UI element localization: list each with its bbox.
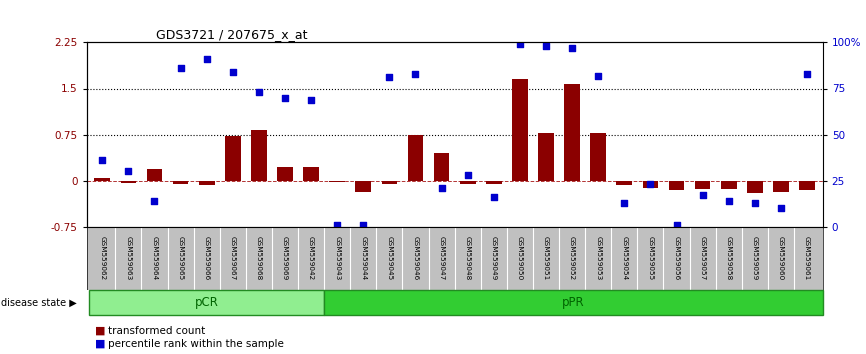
Bar: [773, 181, 789, 192]
Point: [721, 198, 735, 204]
Point: [383, 75, 397, 80]
Text: GSM559049: GSM559049: [491, 236, 497, 280]
Bar: [721, 181, 737, 189]
Point: [252, 89, 266, 95]
Text: GSM559050: GSM559050: [517, 236, 523, 280]
Bar: [324, 290, 823, 315]
Text: GSM559042: GSM559042: [308, 236, 314, 280]
Text: GSM559058: GSM559058: [726, 236, 732, 280]
Text: ■: ■: [95, 326, 106, 336]
Text: GSM559048: GSM559048: [465, 236, 471, 280]
Bar: [199, 181, 215, 185]
Bar: [303, 167, 319, 181]
Text: percentile rank within the sample: percentile rank within the sample: [108, 339, 284, 349]
Point: [174, 65, 188, 71]
Bar: [408, 135, 423, 181]
Bar: [434, 153, 449, 181]
Bar: [538, 133, 554, 181]
Point: [95, 158, 109, 163]
Point: [591, 73, 605, 79]
Text: GSM559067: GSM559067: [229, 236, 236, 280]
Point: [330, 222, 344, 228]
Bar: [329, 181, 345, 182]
Bar: [89, 290, 324, 315]
Text: GSM559066: GSM559066: [204, 236, 210, 280]
Bar: [120, 181, 136, 183]
Point: [774, 205, 788, 211]
Bar: [382, 181, 397, 184]
Text: GSM559056: GSM559056: [674, 236, 680, 280]
Point: [357, 222, 371, 228]
Point: [565, 45, 579, 51]
Text: GSM559061: GSM559061: [804, 236, 810, 280]
Point: [487, 194, 501, 200]
Text: GSM559046: GSM559046: [412, 236, 418, 280]
Text: ■: ■: [95, 339, 106, 349]
Point: [461, 172, 475, 178]
Bar: [747, 181, 763, 193]
Point: [435, 185, 449, 191]
Bar: [251, 130, 267, 181]
Bar: [225, 136, 241, 181]
Bar: [172, 181, 189, 184]
Text: GSM559047: GSM559047: [438, 236, 444, 280]
Text: GSM559051: GSM559051: [543, 236, 549, 280]
Point: [121, 169, 135, 174]
Point: [748, 200, 762, 205]
Text: GSM559064: GSM559064: [152, 236, 158, 280]
Point: [226, 69, 240, 75]
Bar: [669, 181, 684, 190]
Point: [669, 222, 683, 228]
Text: GSM559054: GSM559054: [621, 236, 627, 280]
Bar: [617, 181, 632, 185]
Text: transformed count: transformed count: [108, 326, 205, 336]
Bar: [591, 133, 606, 181]
Text: GSM559044: GSM559044: [360, 236, 366, 280]
Text: disease state ▶: disease state ▶: [1, 298, 76, 308]
Text: GSM559053: GSM559053: [595, 236, 601, 280]
Bar: [643, 181, 658, 188]
Text: GSM559068: GSM559068: [255, 236, 262, 280]
Text: GSM559045: GSM559045: [386, 236, 392, 280]
Text: GSM559063: GSM559063: [126, 236, 132, 280]
Point: [304, 97, 318, 102]
Point: [643, 181, 657, 187]
Text: GSM559057: GSM559057: [700, 236, 706, 280]
Bar: [512, 79, 527, 181]
Bar: [355, 181, 372, 192]
Text: pPR: pPR: [562, 296, 585, 309]
Point: [409, 71, 423, 76]
Bar: [460, 181, 475, 184]
Text: GSM559055: GSM559055: [648, 236, 654, 280]
Bar: [695, 181, 710, 189]
Text: GSM559059: GSM559059: [752, 236, 758, 280]
Point: [695, 193, 709, 198]
Text: GSM559060: GSM559060: [778, 236, 784, 280]
Point: [513, 41, 527, 47]
Text: GSM559069: GSM559069: [282, 236, 288, 280]
Bar: [146, 170, 162, 181]
Text: GSM559043: GSM559043: [334, 236, 340, 280]
Text: pCR: pCR: [195, 296, 218, 309]
Bar: [94, 178, 110, 181]
Text: GSM559052: GSM559052: [569, 236, 575, 280]
Bar: [486, 181, 501, 184]
Point: [278, 95, 292, 101]
Bar: [277, 167, 293, 181]
Point: [200, 56, 214, 62]
Text: GDS3721 / 207675_x_at: GDS3721 / 207675_x_at: [156, 28, 307, 41]
Point: [539, 43, 553, 49]
Bar: [565, 84, 580, 181]
Bar: [799, 181, 815, 190]
Point: [147, 198, 161, 204]
Point: [800, 71, 814, 76]
Text: GSM559065: GSM559065: [178, 236, 184, 280]
Text: GSM559062: GSM559062: [100, 236, 106, 280]
Point: [617, 200, 631, 205]
